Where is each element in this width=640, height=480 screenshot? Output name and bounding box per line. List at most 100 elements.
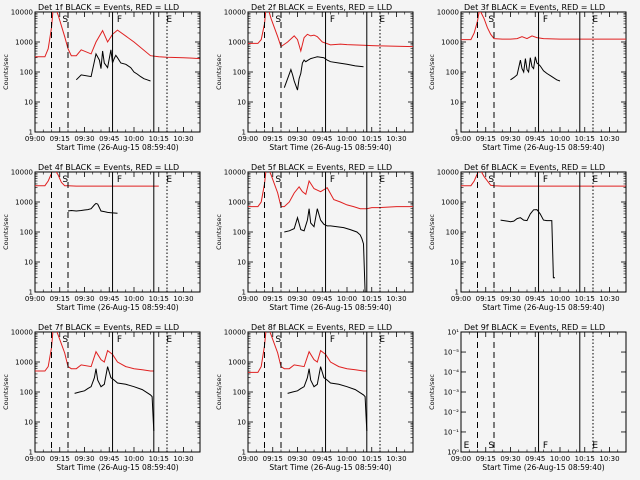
panel-title: Det 2f BLACK = Events, RED = LLD <box>251 3 392 12</box>
y-tick-label: 10 <box>24 99 33 107</box>
y-axis-title: Counts/sec <box>215 54 223 90</box>
series-group <box>35 332 155 432</box>
x-tick-label: 10:00 <box>337 295 357 303</box>
x-tick-label: 09:15 <box>476 135 496 143</box>
x-tick-label: 10:30 <box>386 135 406 143</box>
y-tick-label: 1 <box>29 289 33 297</box>
series-group <box>248 332 368 432</box>
panel-2: Det 2f BLACK = Events, RED = LLD 1 10 100 10… <box>215 3 414 152</box>
x-tick-label: 09:15 <box>263 295 283 303</box>
y-tick-label: 1 <box>242 449 246 457</box>
plot-frame <box>460 11 627 133</box>
x-tick-label: 10:15 <box>575 295 595 303</box>
y-tick-label: 1000 <box>228 199 246 207</box>
x-tick-label: 09:30 <box>500 135 520 143</box>
phase-marker-e: E <box>166 335 172 345</box>
x-tick-label: 10:00 <box>124 455 144 463</box>
x-tick-label: 09:00 <box>451 135 471 143</box>
panel-title: Det 4f BLACK = Events, RED = LLD <box>38 163 179 172</box>
y-axis-title: Counts/sec <box>2 54 10 90</box>
series-line-events <box>510 56 561 82</box>
x-tick-label: 10:00 <box>124 135 144 143</box>
y-tick-label: 1000 <box>441 199 459 207</box>
y-tick-label: 100 <box>446 69 459 77</box>
y-tick-label: 10⁻⁴ <box>444 368 460 376</box>
x-tick-label: 09:00 <box>25 135 45 143</box>
phase-marker-e: E <box>464 441 470 451</box>
x-tick-label: 09:00 <box>238 135 258 143</box>
phase-marker-e: E <box>379 335 385 345</box>
series-line-lld <box>248 12 413 53</box>
y-tick-label: 1 <box>242 289 246 297</box>
phase-marker-f: F <box>117 175 122 185</box>
phase-marker-s: S <box>488 175 494 185</box>
x-tick-label: 09:30 <box>287 295 307 303</box>
panel-title: Det 9f BLACK = Events, RED = LLD <box>464 323 605 332</box>
y-tick-label: 10000 <box>224 329 246 337</box>
x-tick-label: 09:30 <box>74 295 94 303</box>
x-tick-label: 10:00 <box>337 135 357 143</box>
x-axis-title: Start Time (26-Aug-15 08:59:40) <box>269 143 391 152</box>
phase-marker-s: S <box>488 441 494 451</box>
y-axis-title: Counts/sec <box>215 374 223 410</box>
series-group <box>248 172 413 292</box>
y-tick-label: 10⁻² <box>444 409 460 417</box>
y-tick-label: 1000 <box>15 39 33 47</box>
x-tick-label: 09:45 <box>525 455 545 463</box>
y-axis-title: Counts/sec <box>2 214 10 250</box>
x-tick-label: 09:45 <box>99 135 119 143</box>
y-tick-label: 10 <box>450 99 459 107</box>
series-line-lld <box>248 332 367 373</box>
x-tick-label: 10:15 <box>362 455 382 463</box>
series-line-events <box>284 208 366 292</box>
x-tick-label: 10:30 <box>173 135 193 143</box>
y-tick-label: 100 <box>20 229 33 237</box>
y-tick-label: 10 <box>237 259 246 267</box>
phase-marker-s: S <box>62 335 68 345</box>
y-tick-label: 10000 <box>437 169 459 177</box>
x-axis-title: Start Time (26-Aug-15 08:59:40) <box>56 303 178 312</box>
panel-title: Det 6f BLACK = Events, RED = LLD <box>464 163 605 172</box>
x-tick-label: 10:00 <box>337 455 357 463</box>
x-axis-title: Start Time (26-Aug-15 08:59:40) <box>482 463 604 472</box>
x-tick-label: 09:30 <box>287 135 307 143</box>
x-tick-label: 10:15 <box>575 455 595 463</box>
x-axis-title: Start Time (26-Aug-15 08:59:40) <box>482 303 604 312</box>
y-tick-label: 1 <box>29 449 33 457</box>
panel-title: Det 1f BLACK = Events, RED = LLD <box>38 3 179 12</box>
series-line-lld <box>35 332 154 372</box>
x-axis-title: Start Time (26-Aug-15 08:59:40) <box>56 463 178 472</box>
x-tick-label: 10:00 <box>550 135 570 143</box>
y-tick-label: 10⁰ <box>447 449 459 457</box>
series-line-lld <box>461 12 626 41</box>
x-tick-label: 09:15 <box>476 455 496 463</box>
y-tick-label: 100 <box>233 69 246 77</box>
x-tick-label: 10:15 <box>362 295 382 303</box>
series-group <box>461 172 626 279</box>
x-tick-label: 10:15 <box>362 135 382 143</box>
y-tick-label: 10 <box>450 259 459 267</box>
x-axis-title: Start Time (26-Aug-15 08:59:40) <box>269 303 391 312</box>
y-tick-label: 10000 <box>437 9 459 17</box>
phase-marker-e: E <box>592 175 598 185</box>
y-tick-label: 10000 <box>11 329 33 337</box>
y-tick-label: 1000 <box>228 39 246 47</box>
y-tick-label: 10000 <box>11 9 33 17</box>
phase-marker-e: E <box>166 175 172 185</box>
x-tick-label: 09:00 <box>451 295 471 303</box>
x-tick-label: 09:45 <box>99 295 119 303</box>
phase-marker-e: E <box>592 15 598 25</box>
y-tick-label: 1 <box>29 129 33 137</box>
series-group <box>461 12 626 82</box>
y-tick-label: 10¹ <box>447 329 459 337</box>
phase-marker-s: S <box>62 15 68 25</box>
x-tick-label: 09:00 <box>238 295 258 303</box>
y-tick-label: 10 <box>24 259 33 267</box>
x-tick-label: 10:15 <box>149 135 169 143</box>
phase-marker-e: E <box>592 441 598 451</box>
series-line-events <box>500 209 555 279</box>
phase-marker-f: F <box>117 15 122 25</box>
y-tick-label: 100 <box>446 229 459 237</box>
x-axis-title: Start Time (26-Aug-15 08:59:40) <box>482 143 604 152</box>
phase-marker-s: S <box>62 175 68 185</box>
